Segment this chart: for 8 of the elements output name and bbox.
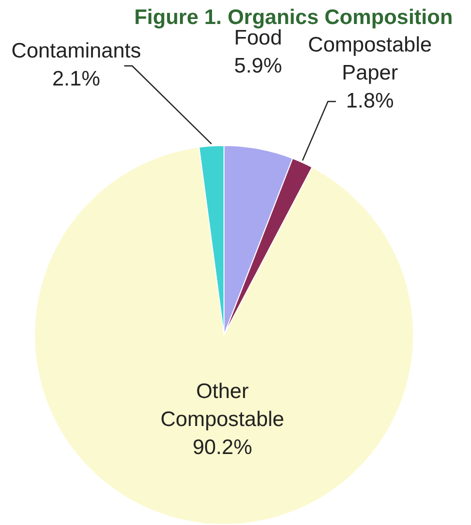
data-label: 5.9% [234, 54, 282, 78]
data-label: 90.2% [192, 436, 252, 460]
chart-title: Figure 1. Organics Composition [134, 6, 453, 29]
data-label: 1.8% [346, 89, 394, 112]
slice-label: Other Compostable [160, 380, 284, 432]
data-label: 2.1% [52, 68, 100, 91]
slice-label: Compostable Paper [308, 33, 432, 84]
slice-label: Contaminants [11, 40, 141, 63]
